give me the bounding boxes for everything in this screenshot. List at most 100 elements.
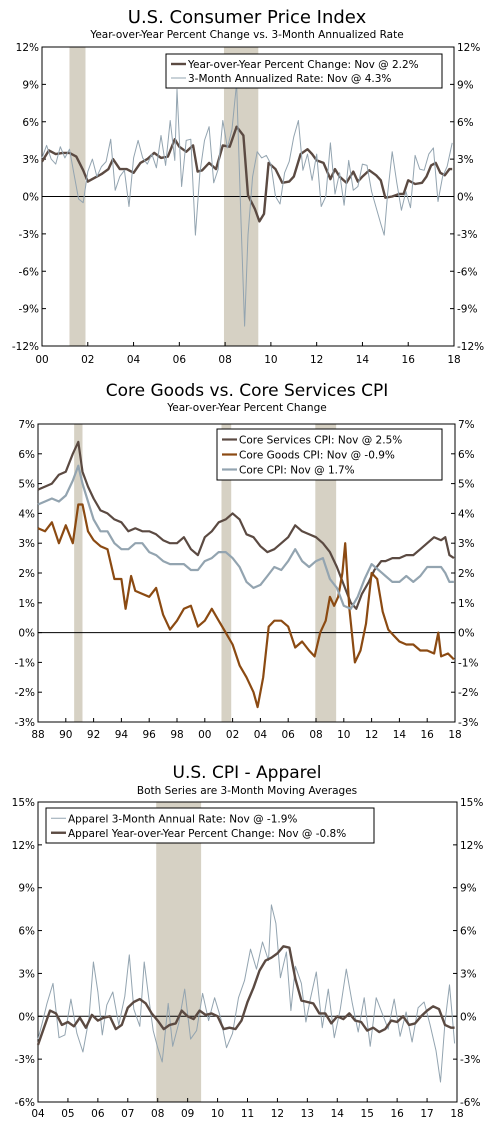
x-tick-label: 04 [127,354,141,366]
x-tick-label: 06 [282,729,296,741]
x-tick-label: 06 [91,1108,105,1120]
y-tick-label-left: 12% [12,840,35,852]
x-tick-label: 16 [402,354,416,366]
y-tick-label-left: 5% [18,479,35,491]
series-line-2 [41,82,453,327]
y-tick-label-right: 5% [458,479,475,491]
y-tick-label-right: 1% [458,598,475,610]
x-tick-label: 11 [241,1108,254,1120]
y-tick-label-right: 12% [457,42,480,54]
series-line-3 [37,464,454,610]
x-tick-label: 90 [59,729,72,741]
y-tick-label-left: -9% [19,304,39,316]
x-tick-label: 13 [301,1108,314,1120]
y-tick-label-right: 3% [457,154,474,166]
x-tick-label: 94 [115,729,129,741]
x-tick-label: 12 [365,729,378,741]
y-tick-label-right: 6% [458,449,475,461]
legend-box [45,807,375,844]
chart-subtitle: Both Series are 3-Month Moving Averages [137,785,357,797]
legend-label: Apparel 3-Month Annual Rate: Nov @ -1.9% [68,813,297,825]
y-tick-label-left: 9% [22,79,39,91]
x-tick-label: 14 [393,729,407,741]
recession-band [315,424,337,722]
y-tick-label-left: 0% [22,192,39,204]
y-tick-label-left: 12% [16,42,39,54]
legend-label: Year-over-Year Percent Change: Nov @ 2.2… [187,59,419,71]
y-tick-label-right: 7% [458,419,475,431]
x-tick-label: 00 [35,354,48,366]
x-tick-label: 04 [31,1108,45,1120]
y-tick-label-left: 9% [18,883,35,895]
chart-title: U.S. Consumer Price Index [128,7,367,28]
y-tick-label-right: 12% [460,840,483,852]
y-tick-label-left: -3% [15,717,35,729]
y-tick-label-left: 7% [18,419,35,431]
x-tick-label: 98 [170,729,183,741]
y-tick-label-left: -6% [19,266,39,278]
x-tick-label: 14 [331,1108,345,1120]
legend-label: Core CPI: Nov @ 1.7% [239,465,355,477]
x-tick-label: 14 [356,354,370,366]
y-tick-label-right: -2% [458,687,478,699]
y-tick-label-right: 0% [457,192,474,204]
recession-band [74,424,83,722]
y-tick-label-left: -1% [15,657,35,669]
chart-title: Core Goods vs. Core Services CPI [106,381,388,401]
y-tick-label-right: -3% [458,717,478,729]
x-tick-label: 12 [271,1108,284,1120]
y-tick-label-right: -12% [457,341,484,353]
y-tick-label-left: -12% [12,341,39,353]
series-line-1 [40,125,453,223]
y-tick-label-right: 0% [460,1011,477,1023]
y-tick-label-left: 4% [18,508,35,520]
x-tick-label: 08 [151,1108,164,1120]
y-tick-label-left: 6% [22,117,39,129]
x-tick-label: 08 [218,354,231,366]
y-tick-label-left: 0% [18,1011,35,1023]
x-tick-label: 10 [211,1108,224,1120]
series-line-2 [37,503,455,709]
series-line-2 [36,945,455,1046]
chart-title: U.S. CPI - Apparel [173,763,322,783]
y-tick-label-right: 6% [460,926,477,938]
y-tick-label-right: 2% [458,568,475,580]
recession-band [221,424,232,722]
x-tick-label: 15 [361,1108,374,1120]
y-tick-label-left: -3% [15,1054,35,1066]
y-tick-label-left: 2% [18,568,35,580]
legend-label: 3-Month Annualized Rate: Nov @ 4.3% [188,73,391,85]
y-tick-label-right: -9% [457,304,477,316]
x-tick-label: 02 [226,729,239,741]
cpi-yoy-chart: U.S. Consumer Price Index Year-over-Year… [12,7,484,366]
legend-box [165,53,443,89]
y-tick-label-right: -3% [457,229,477,241]
y-tick-label-left: -6% [15,1097,35,1109]
y-tick-label-right: 0% [458,628,475,640]
x-tick-label: 92 [87,729,100,741]
x-tick-label: 16 [390,1108,404,1120]
legend-box [216,428,443,481]
x-tick-label: 00 [198,729,211,741]
x-tick-label: 12 [310,354,323,366]
y-tick-label-right: -6% [457,266,477,278]
y-tick-label-right: -6% [460,1097,480,1109]
y-tick-label-right: 3% [460,968,477,980]
y-tick-label-right: 15% [460,797,483,809]
y-tick-label-left: -3% [19,229,39,241]
chart-subtitle: Year-over-Year Percent Change vs. 3-Mont… [89,29,403,41]
x-tick-label: 10 [264,354,277,366]
x-tick-label: 06 [173,354,187,366]
series-line-1 [37,440,455,610]
plot-frame [37,801,458,1103]
y-tick-label-left: 15% [12,797,35,809]
x-tick-label: 02 [81,354,94,366]
x-tick-label: 18 [450,1108,463,1120]
x-tick-label: 17 [420,1108,433,1120]
legend-label: Core Goods CPI: Nov @ -0.9% [239,450,395,462]
y-tick-label-left: 1% [18,598,35,610]
y-tick-label-right: -1% [458,657,478,669]
y-tick-label-right: 9% [457,79,474,91]
core-goods-services-chart: Core Goods vs. Core Services CPI Year-ov… [15,381,479,741]
x-tick-label: 09 [181,1108,194,1120]
